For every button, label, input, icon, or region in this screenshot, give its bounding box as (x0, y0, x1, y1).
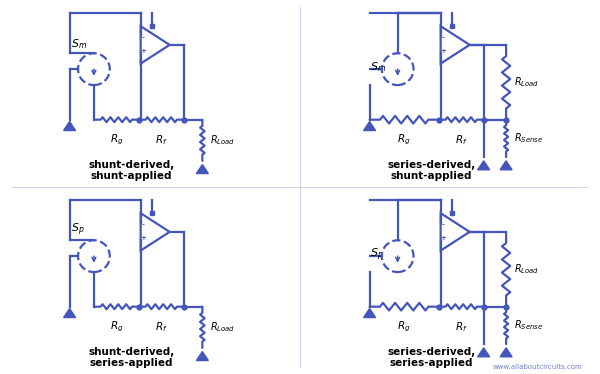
Polygon shape (500, 348, 512, 357)
Text: +: + (140, 48, 146, 55)
Polygon shape (500, 161, 512, 170)
Text: -: - (442, 35, 445, 42)
Text: $R_{Load}$: $R_{Load}$ (210, 321, 235, 334)
Text: -: - (142, 35, 145, 42)
Polygon shape (364, 122, 376, 131)
Text: $S_m$: $S_m$ (370, 61, 386, 74)
Text: www.allaboutcircuits.com: www.allaboutcircuits.com (492, 364, 582, 370)
Text: $S_m$: $S_m$ (71, 38, 88, 52)
Text: -: - (142, 222, 145, 229)
Text: $R_g$: $R_g$ (397, 320, 411, 334)
Text: series-derived,
series-applied: series-derived, series-applied (387, 347, 475, 368)
Text: $R_f$: $R_f$ (455, 133, 467, 147)
Text: $R_{Load}$: $R_{Load}$ (514, 263, 539, 276)
Polygon shape (196, 352, 208, 361)
Text: series-derived,
shunt-applied: series-derived, shunt-applied (387, 160, 475, 181)
Text: $R_g$: $R_g$ (110, 320, 123, 334)
Text: shunt-derived,
series-applied: shunt-derived, series-applied (88, 347, 175, 368)
Text: +: + (440, 235, 446, 242)
Polygon shape (478, 161, 490, 170)
Text: +: + (440, 48, 446, 55)
Polygon shape (364, 309, 376, 318)
Text: $R_{Load}$: $R_{Load}$ (210, 134, 235, 147)
Polygon shape (196, 165, 208, 174)
Text: $R_{Sense}$: $R_{Sense}$ (514, 132, 542, 145)
Text: $R_f$: $R_f$ (155, 320, 167, 334)
Text: -: - (442, 222, 445, 229)
Text: shunt-derived,
shunt-applied: shunt-derived, shunt-applied (88, 160, 175, 181)
Text: $R_{Load}$: $R_{Load}$ (514, 76, 539, 89)
Text: $R_g$: $R_g$ (110, 133, 123, 147)
Polygon shape (64, 309, 76, 318)
Text: $R_f$: $R_f$ (455, 320, 467, 334)
Polygon shape (64, 122, 76, 131)
Text: $R_f$: $R_f$ (155, 133, 167, 147)
Polygon shape (478, 348, 490, 357)
Text: $R_{Sense}$: $R_{Sense}$ (514, 319, 542, 332)
Text: $S_p$: $S_p$ (370, 246, 383, 263)
Text: +: + (140, 235, 146, 242)
Text: $S_p$: $S_p$ (71, 222, 85, 239)
Text: $R_g$: $R_g$ (397, 133, 411, 147)
